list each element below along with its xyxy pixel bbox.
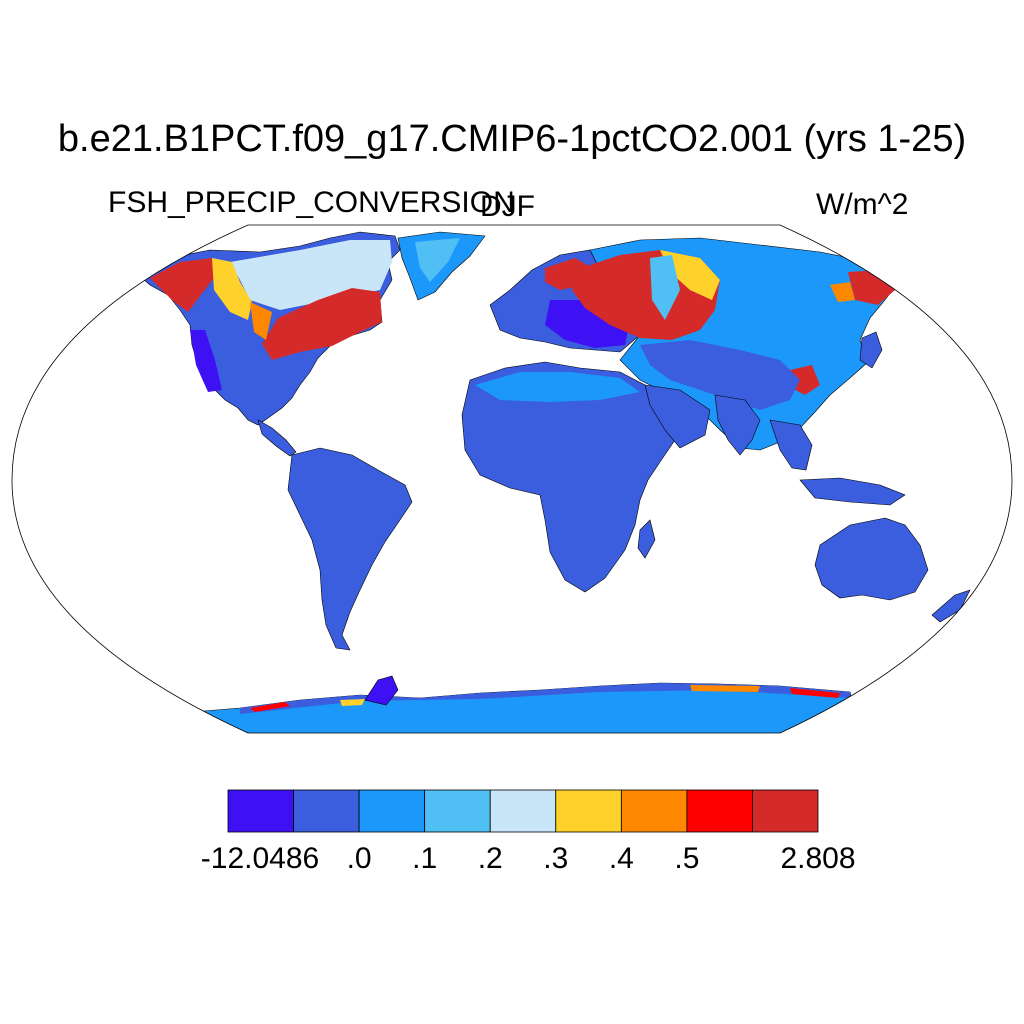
globe-outline <box>11 224 1013 734</box>
north-america-west-coast <box>190 330 222 392</box>
far-east-fringe <box>830 282 855 302</box>
colorbar-tick-label: -12.0486 <box>200 842 320 875</box>
plot-title: b.e21.B1PCT.f09_g17.CMIP6-1pctCO2.001 (y… <box>57 118 967 160</box>
north-america-fringe <box>212 258 252 320</box>
colorbar-tick-label: .4 <box>608 842 634 875</box>
siberia-fringe <box>650 255 680 320</box>
north-america-east-warm <box>262 288 382 360</box>
antarctica-warm-1 <box>250 702 290 712</box>
antarctica-warm-2 <box>340 699 365 706</box>
colorbar-box <box>752 789 819 833</box>
new-zealand <box>931 589 971 623</box>
antarctica-peninsula <box>364 675 399 706</box>
colorbar <box>227 789 819 833</box>
colorbar-tick-label: .2 <box>477 842 503 875</box>
colorbar-tick-label: 2.808 <box>780 842 856 875</box>
central-america <box>257 419 297 457</box>
north-america-west-warm <box>150 258 214 312</box>
sahara-band <box>475 372 640 402</box>
units-label: W/m^2 <box>816 188 909 221</box>
indonesia <box>799 477 906 506</box>
antarctica-warm-4 <box>790 688 840 698</box>
colorbar-tick-label: .0 <box>346 842 372 875</box>
australia <box>814 517 929 601</box>
land-layer <box>134 231 971 733</box>
north-america-fringe-orange <box>250 302 272 340</box>
colorbar-box <box>489 789 557 833</box>
arabia <box>644 384 711 449</box>
variable-label: FSH_PRECIP_CONVERSION <box>108 186 515 219</box>
colorbar-tick-label: .5 <box>674 842 700 875</box>
africa <box>461 361 676 593</box>
colorbar-box <box>555 789 622 833</box>
madagascar <box>637 519 656 559</box>
greenland-interior <box>415 238 460 282</box>
colorbar-tick-label: .1 <box>412 842 438 875</box>
india <box>714 394 761 456</box>
colorbar-box <box>227 789 294 833</box>
colorbar-box <box>293 789 360 833</box>
colorbar-box <box>620 789 688 833</box>
south-america <box>287 447 413 651</box>
colorbar-box <box>358 789 426 833</box>
japan <box>859 331 883 369</box>
colorbar-box <box>424 789 491 833</box>
china-warm <box>790 365 820 395</box>
antarctica-edge <box>240 683 850 714</box>
siberia-yellow <box>660 250 720 300</box>
colorbar-box <box>686 789 753 833</box>
middle-asia <box>640 340 800 410</box>
antarctica-warm-3 <box>690 685 760 692</box>
season-label: DJF <box>480 190 535 223</box>
far-east-warm <box>848 270 895 305</box>
southeast-asia <box>769 419 813 471</box>
colorbar-tick-label: .3 <box>543 842 569 875</box>
